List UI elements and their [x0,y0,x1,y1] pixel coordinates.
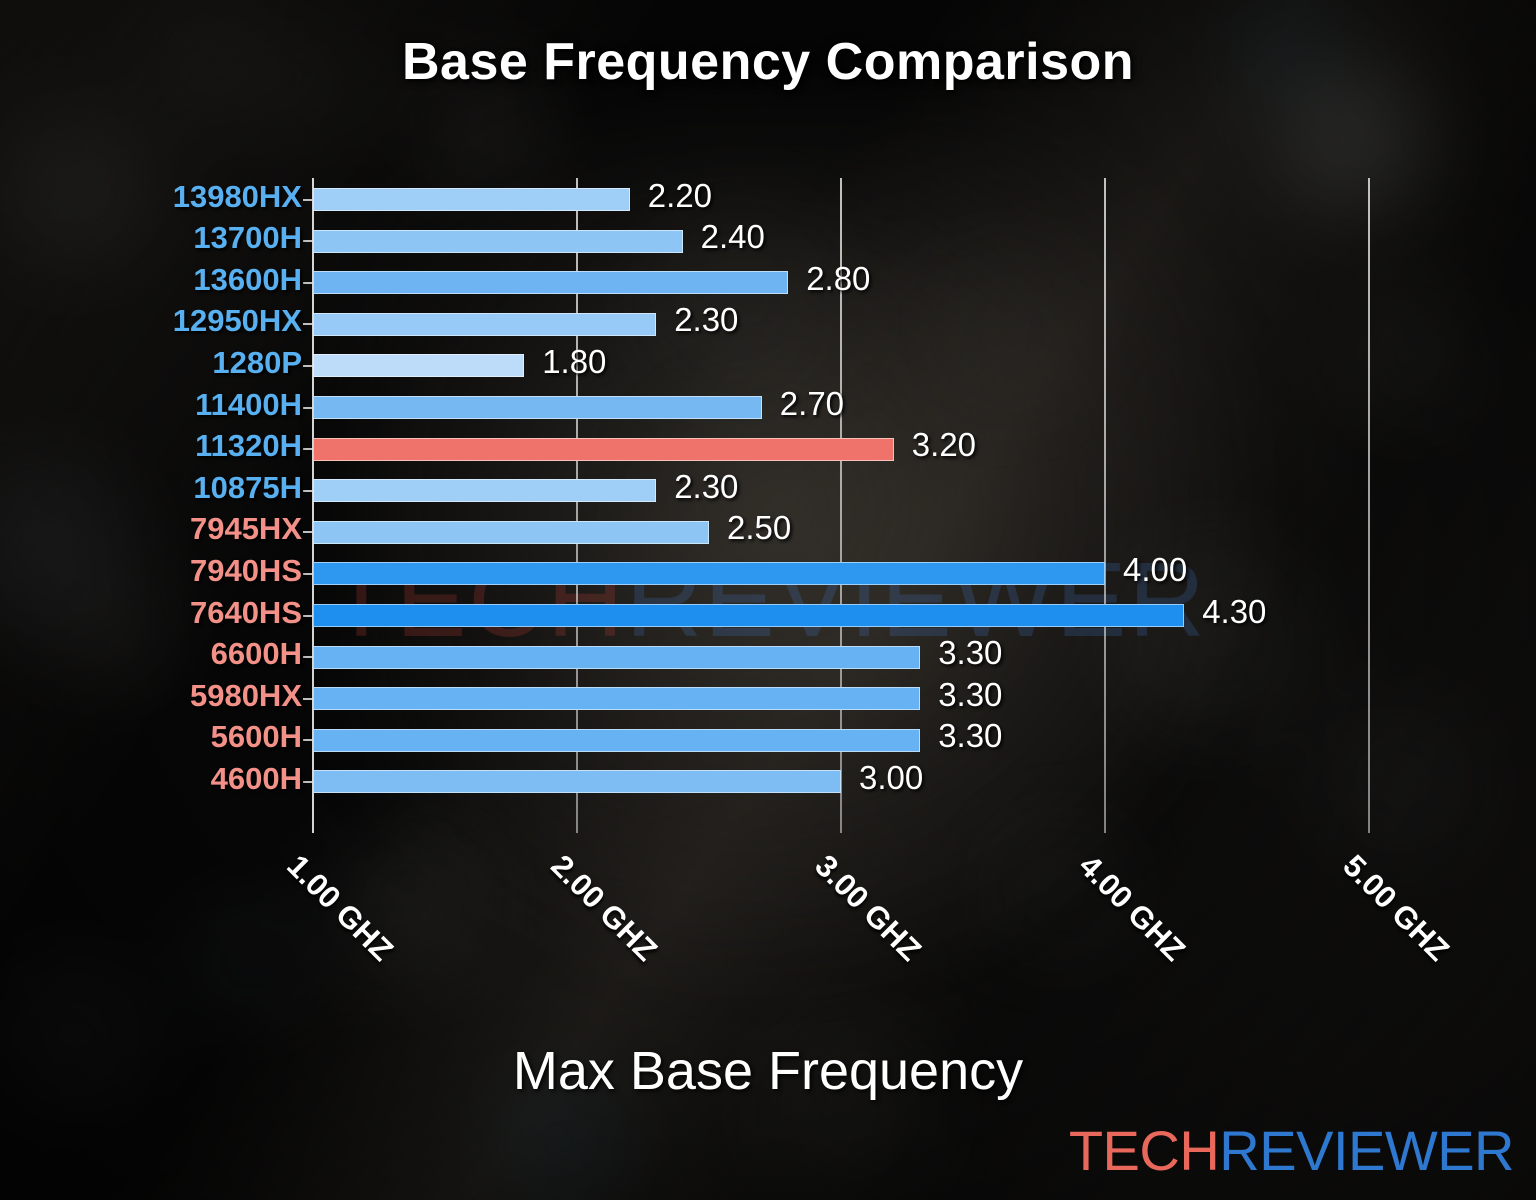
bar [313,645,921,669]
gridline [1368,178,1370,833]
y-axis-category-label: 11400H [195,386,302,422]
bar-value-label: 2.20 [647,176,713,214]
bar-value-label: 4.00 [1123,550,1188,588]
y-axis-tick [303,697,313,700]
chart-title: Base Frequency Comparison [401,33,1135,91]
brand-logo-reviewer: REVIEWER [1219,1119,1514,1182]
y-axis-tick [303,364,313,367]
gridline [1104,178,1106,833]
bar [313,728,921,752]
x-axis-tick-label: 1.00 GHZ [280,848,401,968]
bar-value-label: 2.80 [806,259,871,297]
bar-value-label: 2.30 [674,301,739,339]
bar-value-label: 1.80 [542,342,607,380]
y-axis-category-label: 13600H [193,261,302,297]
bar [313,354,525,378]
bar-value-label: 2.50 [727,509,792,547]
bar [313,437,894,461]
y-axis-tick [303,739,313,742]
y-axis-category-label: 4600H [210,760,302,796]
x-axis-tick-label: 2.00 GHZ [544,848,665,968]
bar-value-label: 3.30 [938,675,1003,713]
y-axis-category-label: 7940HS [189,552,302,588]
y-axis-category-label: 6600H [210,636,302,672]
bar [313,520,709,544]
y-axis-tick [303,198,313,201]
bar [313,604,1185,627]
bar [313,687,921,711]
y-axis-line [312,178,314,833]
y-axis-category-label: 13980HX [172,178,302,214]
y-axis-tick [303,656,313,659]
y-axis-tick [303,531,313,534]
bar [313,312,657,336]
gridline [840,178,842,833]
bar [313,479,657,503]
bar-value-label: 3.00 [859,758,924,796]
y-axis-tick [303,614,313,617]
y-axis-tick [303,323,313,326]
y-axis-tick [303,780,313,783]
y-axis-category-label: 5980HX [189,677,302,713]
bar-value-label: 3.20 [911,426,977,464]
x-axis-title: Max Base Frequency [512,1041,1024,1101]
y-axis-category-label: 11320H [195,428,302,464]
y-axis-tick [303,240,313,243]
y-axis-tick [303,406,313,409]
bar-value-label: 2.70 [779,384,845,422]
y-axis-tick [303,489,313,492]
bar [313,562,1105,586]
bar-value-label: 3.30 [938,634,1003,672]
bar-value-label: 2.30 [674,467,739,505]
y-axis-category-label: 13700H [193,220,302,256]
bar-value-label: 3.30 [938,717,1003,755]
x-axis-tick-label: 5.00 GHZ [1336,848,1457,968]
bar [313,770,841,794]
bar-value-label: 2.40 [700,218,765,256]
x-axis-tick-label: 4.00 GHZ [1072,848,1193,968]
y-axis-category-label: 1280P [212,344,302,380]
bar [313,396,762,419]
y-axis-category-label: 10875H [193,469,302,505]
y-axis-category-label: 5600H [210,719,302,755]
y-axis-tick [303,572,313,575]
y-axis-category-label: 12950HX [172,303,302,339]
bar-value-label: 4.30 [1202,592,1267,630]
gridline [576,178,578,833]
y-axis-category-label: 7640HS [189,594,302,630]
y-axis-tick [303,448,313,451]
y-axis-tick [303,281,313,284]
bar [313,188,630,211]
bar [313,271,789,295]
brand-logo-tech: TECH [1068,1119,1220,1182]
y-axis-category-label: 7945HX [189,511,302,547]
bar [313,229,683,253]
x-axis-tick-label: 3.00 GHZ [808,848,929,968]
brand-logo: TECHREVIEWER [1068,1118,1515,1183]
